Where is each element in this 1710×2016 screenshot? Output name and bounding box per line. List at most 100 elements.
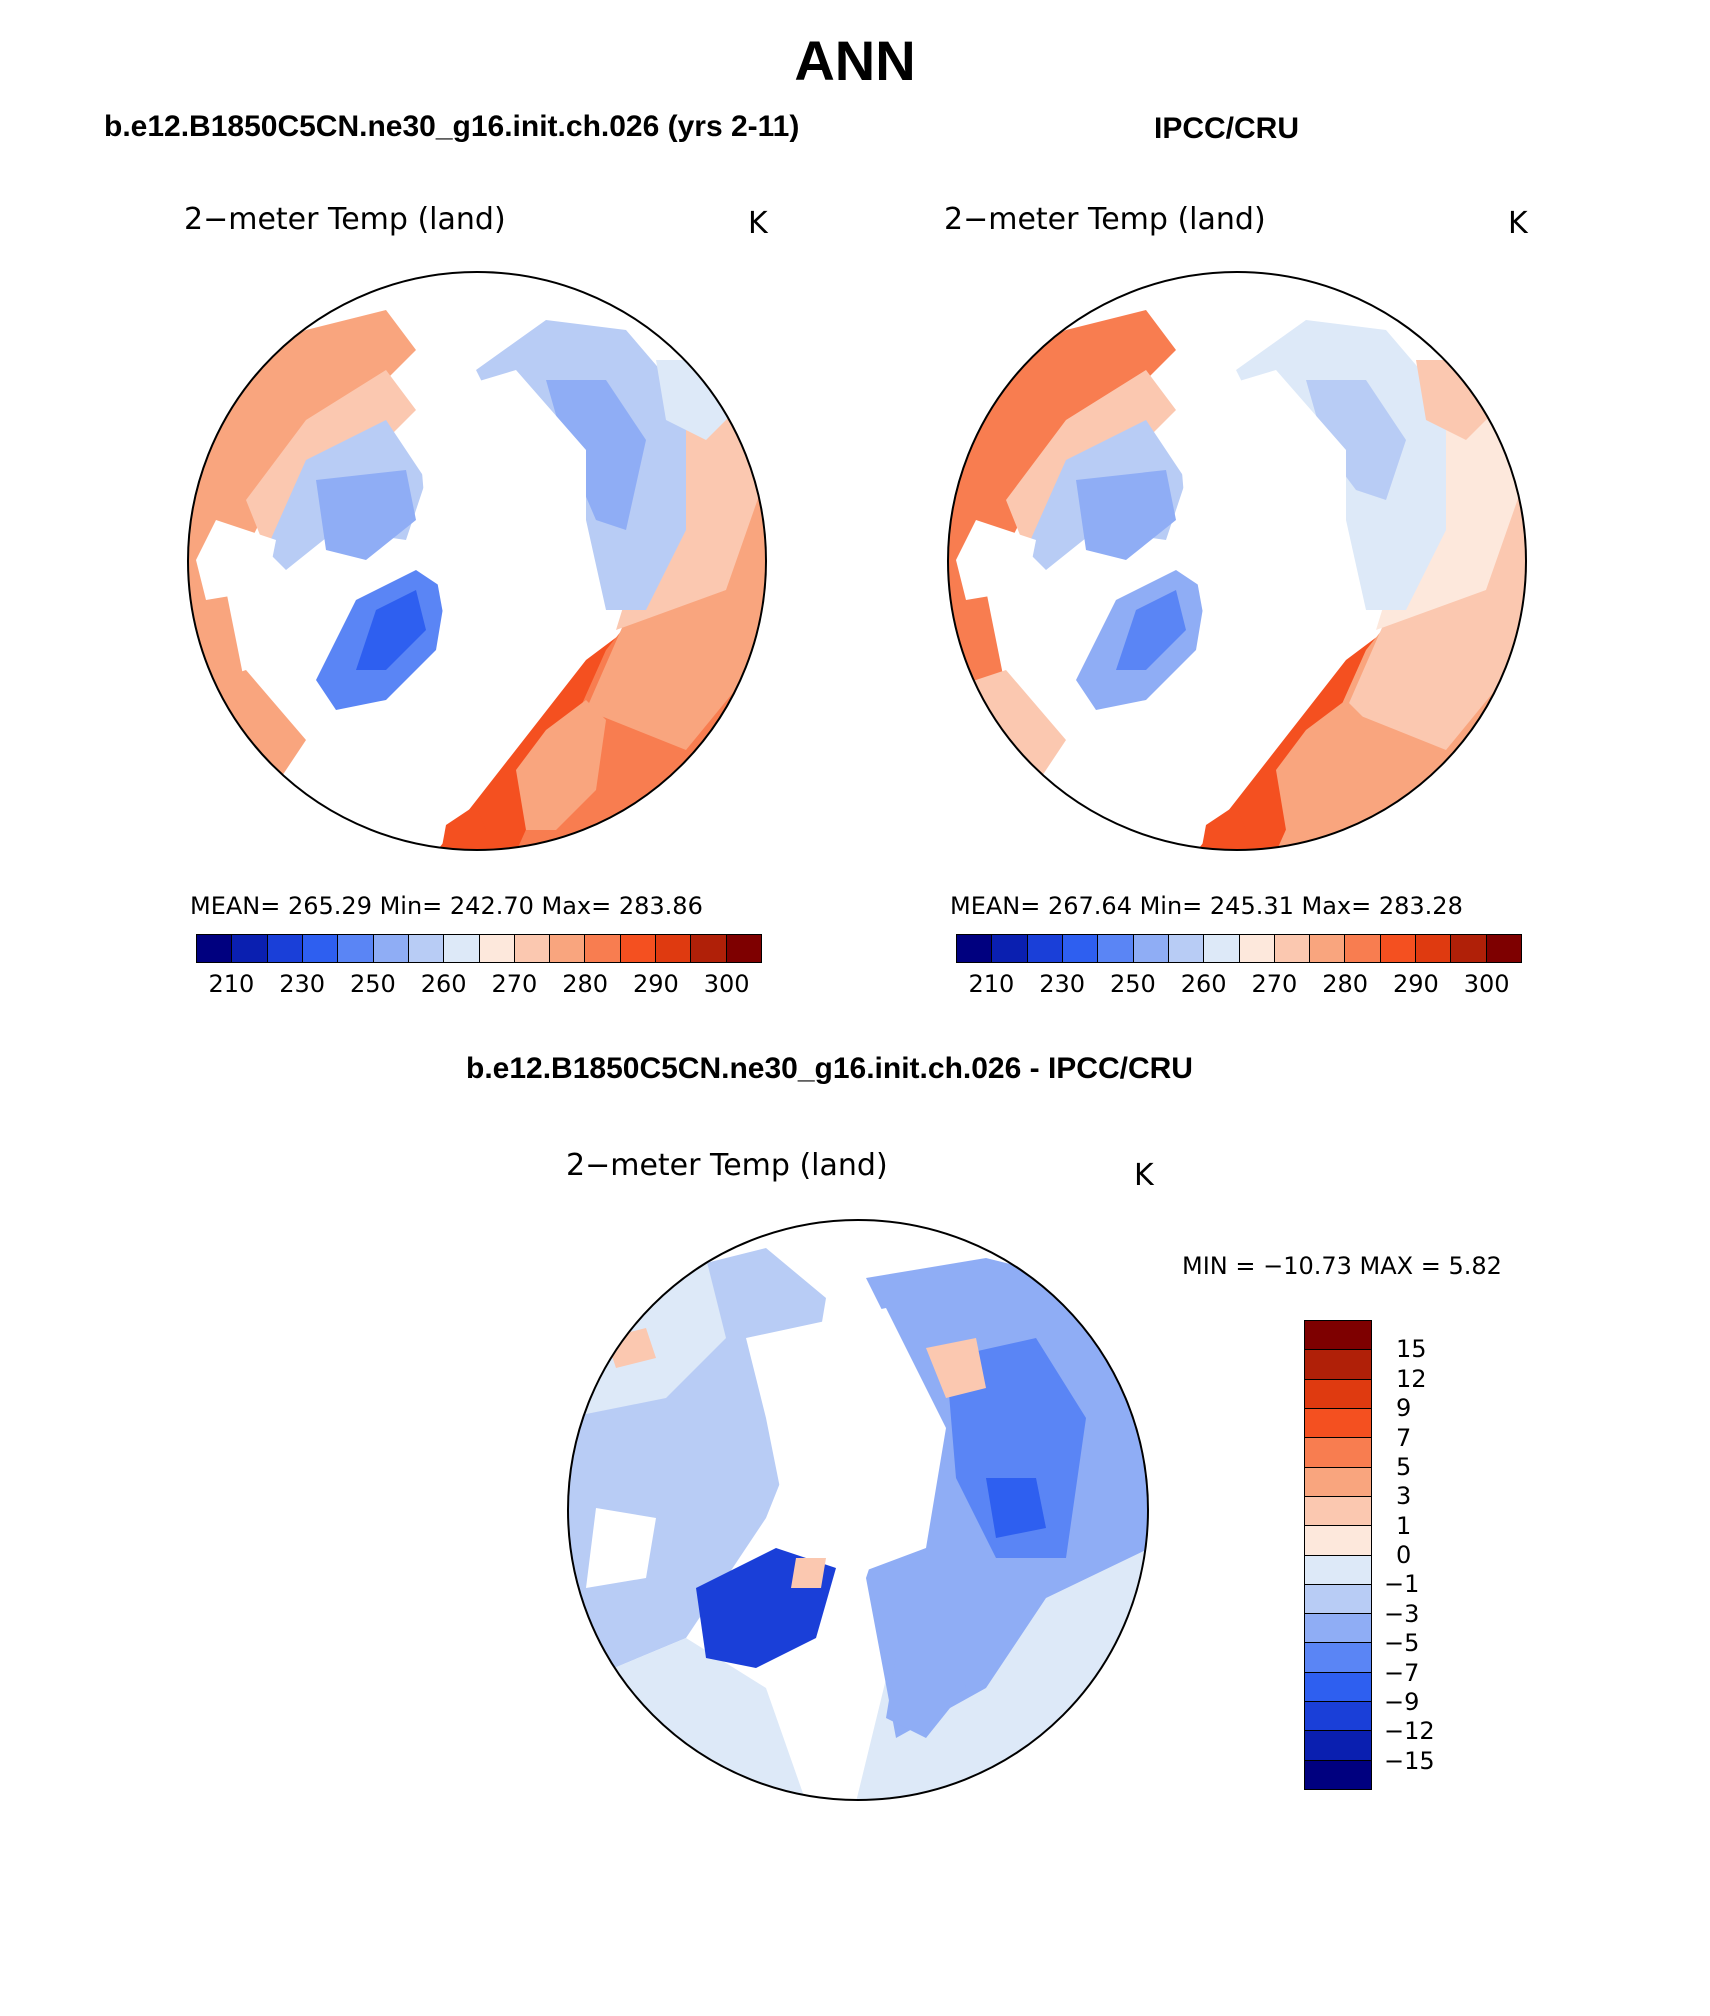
diff-colorbar-swatch <box>1305 1321 1371 1351</box>
model-colorbar-swatch <box>656 935 692 962</box>
model-colorbar-swatch <box>620 935 657 962</box>
obs-polar-map <box>947 271 1527 851</box>
model-colorbar-swatch <box>585 935 621 962</box>
model-colorbar-swatch <box>267 935 303 962</box>
diff-colorbar-tick-label: −12 <box>1384 1717 1435 1746</box>
obs-colorbar-swatch <box>1451 935 1487 962</box>
model-colorbar-tick-label: 260 <box>420 970 467 998</box>
diff-colorbar-swatch <box>1305 1614 1371 1644</box>
diff-colorbar-swatch <box>1305 1702 1371 1732</box>
diff-colorbar-tick-label: 7 <box>1396 1423 1412 1452</box>
obs-colorbar-swatch <box>1098 935 1134 962</box>
obs-stats: MEAN= 267.64 Min= 245.31 Max= 283.28 <box>950 892 1463 920</box>
obs-colorbar-tick-label: 260 <box>1180 970 1227 998</box>
model-colorbar-swatch <box>514 935 551 962</box>
obs-colorbar-swatch <box>1274 935 1311 962</box>
model-colorbar-swatch <box>338 935 374 962</box>
diff-colorbar-swatch <box>1305 1438 1371 1468</box>
model-colorbar-swatch <box>691 935 727 962</box>
model-colorbar-ticks: 210 230 250 260 270 280 290 300 <box>196 970 762 1000</box>
obs-colorbar-swatch <box>957 935 993 962</box>
model-colorbar-tick-label: 280 <box>562 970 609 998</box>
diff-colorbar-tick-label: 9 <box>1396 1394 1412 1423</box>
obs-units-label: K <box>1508 206 1528 241</box>
obs-colorbar-tick-label: 280 <box>1322 970 1369 998</box>
model-stats: MEAN= 265.29 Min= 242.70 Max= 283.86 <box>190 892 703 920</box>
diff-colorbar <box>1304 1320 1372 1790</box>
page-title: ANN <box>794 29 916 92</box>
diff-colorbar-swatch <box>1305 1584 1371 1615</box>
obs-colorbar-tick-label: 300 <box>1463 970 1510 998</box>
obs-colorbar-swatch <box>1027 935 1063 962</box>
model-units-label: K <box>748 206 768 241</box>
diff-colorbar-swatch <box>1305 1496 1371 1527</box>
model-colorbar-tick-label: 270 <box>491 970 538 998</box>
obs-colorbar-swatch <box>1204 935 1240 962</box>
obs-case-title: IPCC/CRU <box>1154 112 1300 145</box>
model-colorbar-swatch <box>408 935 445 962</box>
diff-colorbar-swatch <box>1305 1760 1371 1789</box>
model-colorbar-swatch <box>232 935 268 962</box>
obs-colorbar-swatch <box>1486 935 1521 962</box>
obs-colorbar-swatch <box>1062 935 1099 962</box>
diff-colorbar-tick-label: −5 <box>1384 1629 1420 1658</box>
diff-colorbar-tick-label: 12 <box>1396 1364 1427 1393</box>
model-polar-map <box>187 271 767 851</box>
model-colorbar-swatch <box>373 935 409 962</box>
diff-colorbar-swatch <box>1305 1467 1371 1497</box>
model-case-title: b.e12.B1850C5CN.ne30_g16.init.ch.026 (yr… <box>104 110 800 143</box>
obs-colorbar-swatch <box>1239 935 1275 962</box>
diff-case-title: b.e12.B1850C5CN.ne30_g16.init.ch.026 - I… <box>466 1052 1193 1085</box>
diff-colorbar-tick-label: −3 <box>1384 1599 1420 1628</box>
diff-colorbar-swatch <box>1305 1643 1371 1673</box>
diff-colorbar-swatch <box>1305 1379 1371 1409</box>
obs-colorbar-swatch <box>1168 935 1205 962</box>
obs-colorbar-swatch <box>1380 935 1417 962</box>
diff-colorbar-swatch <box>1305 1408 1371 1439</box>
model-colorbar-swatch <box>550 935 586 962</box>
obs-colorbar <box>956 934 1522 963</box>
diff-colorbar-tick-label: 0 <box>1396 1541 1412 1569</box>
diff-colorbar-tick-label: −9 <box>1384 1687 1420 1716</box>
obs-colorbar-tick-label: 210 <box>968 970 1015 998</box>
model-variable-label: 2−meter Temp (land) <box>184 202 506 237</box>
diff-polar-map <box>567 1219 1149 1801</box>
diff-colorbar-tick-label: −1 <box>1384 1570 1420 1599</box>
diff-variable-label: 2−meter Temp (land) <box>566 1148 888 1183</box>
model-colorbar-tick-label: 230 <box>279 970 326 998</box>
model-colorbar-tick-label: 290 <box>632 970 679 998</box>
diff-colorbar-swatch <box>1305 1526 1371 1556</box>
model-colorbar-swatch <box>197 935 233 962</box>
obs-colorbar-tick-label: 290 <box>1392 970 1439 998</box>
diff-colorbar-tick-label: 5 <box>1396 1452 1412 1481</box>
diff-colorbar-tick-label: 15 <box>1396 1335 1427 1364</box>
model-colorbar-tick-label: 300 <box>703 970 750 998</box>
diff-stats: MIN = −10.73 MAX = 5.82 <box>1182 1252 1502 1280</box>
diff-colorbar-swatch <box>1305 1350 1371 1380</box>
diff-colorbar-swatch <box>1305 1555 1371 1585</box>
obs-colorbar-swatch <box>1416 935 1452 962</box>
obs-colorbar-tick-label: 270 <box>1251 970 1298 998</box>
diff-colorbar-swatch <box>1305 1672 1371 1703</box>
obs-colorbar-swatch <box>1345 935 1381 962</box>
model-colorbar <box>196 934 762 963</box>
diff-colorbar-tick-label: −15 <box>1384 1746 1435 1775</box>
obs-colorbar-swatch <box>1310 935 1346 962</box>
diff-colorbar-tick-label: −7 <box>1384 1658 1420 1687</box>
diff-units-label: K <box>1134 1158 1154 1193</box>
model-colorbar-tick-label: 210 <box>208 970 255 998</box>
obs-colorbar-swatch <box>992 935 1028 962</box>
model-colorbar-swatch <box>479 935 515 962</box>
diff-colorbar-ticks: 15 12 9 7 5 3 1 0 −1 −3 −5 −7 −9 −12 −15 <box>1384 1320 1504 1790</box>
model-colorbar-swatch <box>444 935 480 962</box>
obs-colorbar-ticks: 210 230 250 260 270 280 290 300 <box>956 970 1522 1000</box>
model-colorbar-tick-label: 250 <box>349 970 396 998</box>
obs-colorbar-swatch <box>1133 935 1169 962</box>
obs-colorbar-tick-label: 250 <box>1109 970 1156 998</box>
obs-colorbar-tick-label: 230 <box>1039 970 1086 998</box>
model-colorbar-swatch <box>726 935 761 962</box>
diff-colorbar-tick-label: 1 <box>1396 1511 1412 1540</box>
obs-variable-label: 2−meter Temp (land) <box>944 202 1266 237</box>
diff-colorbar-swatch <box>1305 1731 1371 1761</box>
diff-colorbar-tick-label: 3 <box>1396 1482 1412 1511</box>
